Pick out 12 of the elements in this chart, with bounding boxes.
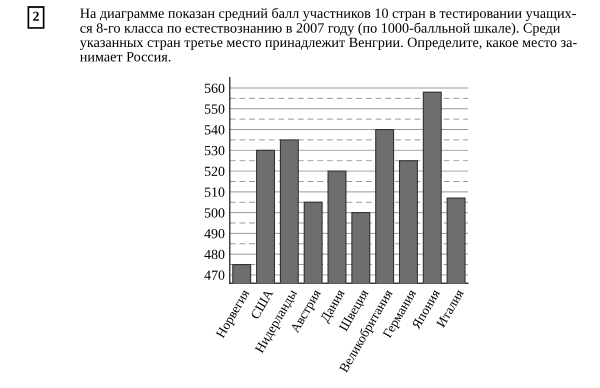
y-tick-label: 540 — [204, 125, 224, 134]
y-tick-label: 470 — [204, 270, 224, 280]
y-tick-label: 530 — [204, 146, 224, 156]
y-tick-label: 560 — [204, 84, 224, 93]
y-tick-label: 520 — [204, 166, 224, 176]
y-tick-label: 510 — [204, 187, 224, 197]
y-tick-label: 550 — [204, 104, 224, 114]
chart-title: На диаграмме показан средний балл участников 10 стран в тестировании учащих- ся 8-го класса по естествознанию в 2007 году (по 1000-балльной шкале). Среди указанных стран третье место принадлежит Венгрии. Определите, какое место за- нимает Россия. — [80, 8, 577, 62]
text: 2 — [33, 12, 39, 21]
y-tick-label: 500 — [204, 208, 224, 218]
y-tick-label: 490 — [204, 228, 224, 238]
y-tick-label: 480 — [204, 250, 224, 260]
